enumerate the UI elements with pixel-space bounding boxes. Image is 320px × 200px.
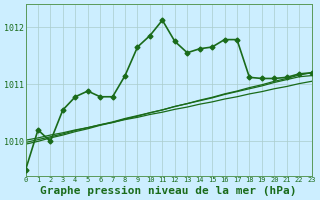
- X-axis label: Graphe pression niveau de la mer (hPa): Graphe pression niveau de la mer (hPa): [40, 186, 297, 196]
